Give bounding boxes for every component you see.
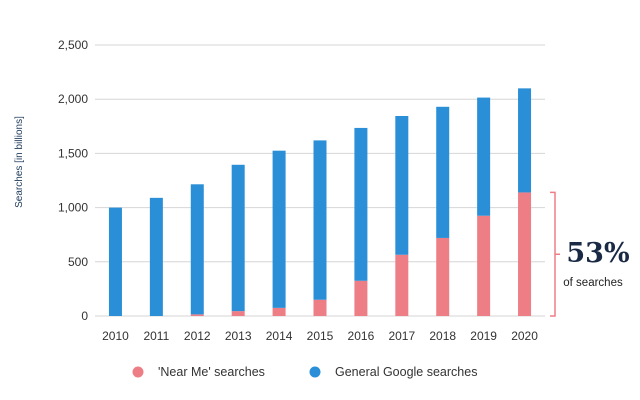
bar-segment-near-me-2019	[477, 215, 491, 316]
bar-segment-general-2016	[354, 127, 368, 281]
x-axis-ticks: 2010 2011 2012 2013 2014 2015 2016 2017 2018 2019…	[102, 329, 538, 343]
callout-bracket	[550, 191, 560, 317]
bar-segment-near-me-2012	[190, 314, 204, 316]
y-axis-label: Searches [in billions]	[14, 116, 25, 208]
x-tick-label: 2017	[388, 329, 415, 343]
legend: 'Near Me' searches General Google searche…	[132, 365, 477, 379]
y-axis-ticks: 0 500 1,000 1,500 2,000 2,500	[58, 38, 88, 323]
bar-segment-near-me-2018	[436, 237, 450, 316]
x-tick-label: 2012	[184, 329, 211, 343]
bar-segment-general-2015	[313, 140, 327, 300]
bar-segment-near-me-2020	[518, 192, 532, 316]
y-tick-label: 1,500	[58, 146, 88, 160]
bars	[108, 88, 532, 316]
y-tick-label: 2,500	[58, 38, 88, 52]
bar-segment-near-me-2015	[313, 299, 327, 316]
bar-segment-near-me-2017	[395, 254, 409, 316]
bar-segment-general-2010	[108, 207, 122, 316]
legend-marker	[132, 366, 144, 378]
legend-label: 'Near Me' searches	[158, 365, 265, 379]
x-tick-label: 2020	[511, 329, 538, 343]
y-tick-label: 0	[81, 309, 88, 323]
percent-callout: 53% of searches	[550, 191, 630, 317]
callout-text: of searches	[563, 277, 623, 289]
y-tick-label: 500	[68, 255, 88, 269]
x-tick-label: 2010	[102, 329, 129, 343]
bar-segment-general-2013	[231, 164, 245, 312]
bar-segment-general-2020	[518, 88, 532, 193]
x-tick-label: 2014	[266, 329, 293, 343]
x-tick-label: 2015	[307, 329, 334, 343]
legend-marker	[309, 366, 321, 378]
bar-segment-general-2019	[477, 97, 491, 216]
bar-segment-near-me-2014	[272, 307, 286, 316]
bar-segment-general-2014	[272, 150, 286, 308]
x-tick-label: 2013	[225, 329, 252, 343]
bar-segment-near-me-2016	[354, 280, 368, 316]
x-tick-label: 2019	[470, 329, 497, 343]
bar-segment-general-2018	[436, 106, 450, 238]
x-tick-label: 2018	[429, 329, 456, 343]
bar-segment-near-me-2013	[231, 311, 245, 316]
callout-value: 53%	[566, 238, 629, 269]
bar-segment-general-2011	[149, 197, 163, 316]
legend-label: General Google searches	[335, 365, 477, 379]
bar-segment-general-2017	[395, 116, 409, 255]
y-tick-label: 2,000	[58, 92, 88, 106]
x-tick-label: 2011	[143, 329, 169, 343]
bar-segment-general-2012	[190, 184, 204, 315]
x-tick-label: 2016	[348, 329, 375, 343]
y-tick-label: 1,000	[58, 201, 88, 215]
